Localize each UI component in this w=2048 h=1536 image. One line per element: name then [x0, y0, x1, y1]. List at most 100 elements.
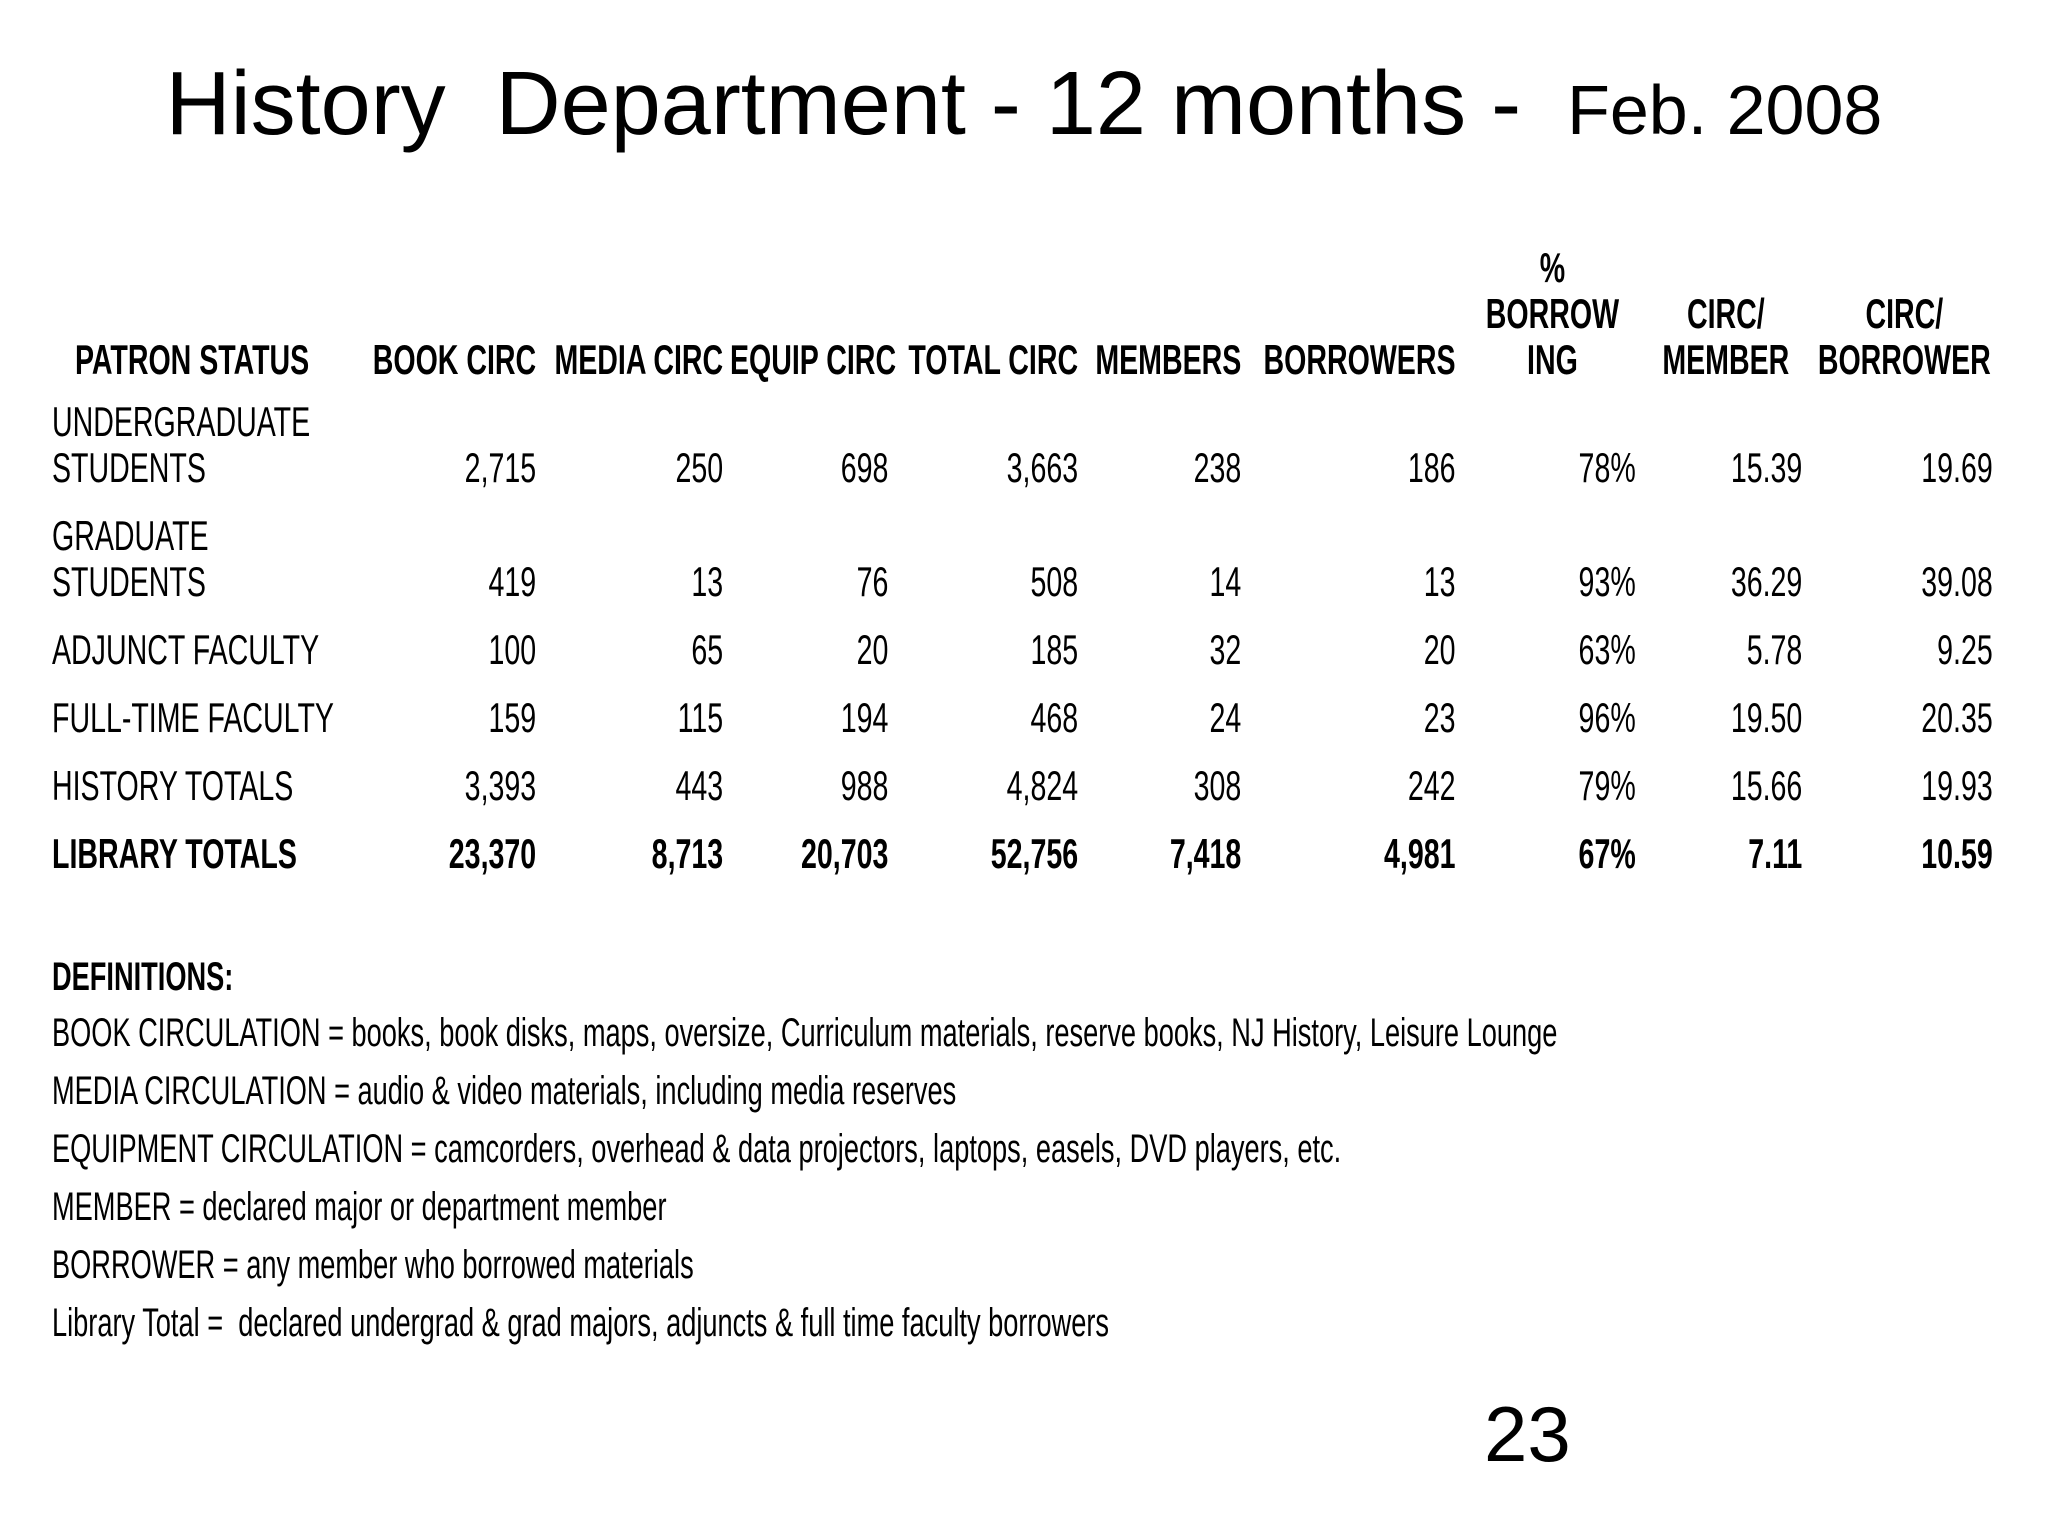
label-line: ADJUNCT FACULTY — [52, 626, 320, 673]
header-line: TOTAL CIRC — [908, 336, 1079, 383]
cell-borrowers: 186 — [1407, 444, 1456, 491]
label-line: STUDENTS — [52, 558, 206, 605]
header-line: CIRC/ — [1686, 290, 1765, 337]
header-pct-borrowing: % BORROW ING — [1462, 245, 1642, 383]
definition-member: MEMBER = declared major or department me… — [52, 1185, 667, 1229]
cell-borrowers: 20 — [1423, 626, 1456, 673]
cell-members: 24 — [1209, 694, 1242, 741]
cell-circ-per-member: 5.78 — [1746, 626, 1803, 673]
slide-title-main: History Department - 12 months - — [165, 54, 1522, 154]
table-row-fulltime-faculty: FULL-TIME FACULTY 159 115 194 468 24 23 … — [52, 695, 2000, 741]
row-label: GRADUATE STUDENTS — [52, 513, 332, 605]
header-book-circ: BOOK CIRC — [332, 337, 543, 383]
cell-circ-per-borrower: 20.35 — [1921, 694, 1993, 741]
cell-borrowers: 242 — [1407, 762, 1456, 809]
cell-members: 14 — [1209, 558, 1242, 605]
cell-pct-borrowing: 78% — [1578, 444, 1636, 491]
table-row-graduate: GRADUATE STUDENTS 419 13 76 508 14 13 93%… — [52, 513, 2000, 605]
cell-book-circ: 2,715 — [464, 444, 537, 491]
row-label: HISTORY TOTALS — [52, 763, 332, 809]
slide-title-date: Feb. 2008 — [1567, 71, 1883, 149]
definition-borrower: BORROWER = any member who borrowed mater… — [52, 1243, 694, 1287]
cell-circ-per-member: 15.39 — [1730, 444, 1803, 491]
cell-circ-per-borrower: 19.93 — [1921, 762, 1993, 809]
header-media-circ: MEDIA CIRC — [543, 337, 730, 383]
cell-equip-circ: 698 — [840, 444, 889, 491]
cell-circ-per-borrower: 39.08 — [1921, 558, 1993, 605]
cell-media-circ: 115 — [677, 694, 724, 741]
cell-circ-per-borrower: 10.59 — [1921, 830, 1993, 877]
cell-book-circ: 419 — [488, 558, 537, 605]
header-members: MEMBERS — [1085, 337, 1248, 383]
header-line: % — [1539, 244, 1566, 291]
header-line: MEMBERS — [1095, 336, 1242, 383]
cell-circ-per-borrower: 9.25 — [1937, 626, 1993, 673]
cell-media-circ: 8,713 — [651, 830, 724, 877]
header-line: PATRON STATUS — [74, 336, 310, 383]
header-line: MEMBER — [1662, 336, 1790, 383]
definition-equipment-circulation: EQUIPMENT CIRCULATION = camcorders, over… — [52, 1127, 1342, 1171]
label-line: LIBRARY TOTALS — [52, 830, 297, 877]
table-row-history-totals: HISTORY TOTALS 3,393 443 988 4,824 308 2… — [52, 763, 2000, 809]
cell-pct-borrowing: 63% — [1578, 626, 1636, 673]
cell-circ-per-borrower: 19.69 — [1921, 444, 1993, 491]
definition-library-total: Library Total = declared undergrad & gra… — [52, 1301, 1110, 1345]
header-line: ING — [1527, 336, 1578, 383]
header-line: MEDIA CIRC — [554, 336, 724, 383]
cell-total-circ: 52,756 — [990, 830, 1079, 877]
cell-circ-per-member: 19.50 — [1730, 694, 1803, 741]
row-label: LIBRARY TOTALS — [52, 831, 332, 877]
definitions-section: DEFINITIONS: BOOK CIRCULATION = books, b… — [52, 955, 2004, 1359]
cell-media-circ: 65 — [691, 626, 724, 673]
cell-borrowers: 4,981 — [1384, 830, 1456, 877]
table-row-adjunct-faculty: ADJUNCT FACULTY 100 65 20 185 32 20 63% … — [52, 627, 2000, 673]
definition-media-circulation: MEDIA CIRCULATION = audio & video materi… — [52, 1069, 957, 1113]
cell-members: 238 — [1193, 444, 1242, 491]
cell-members: 7,418 — [1169, 830, 1242, 877]
row-label: ADJUNCT FACULTY — [52, 627, 332, 673]
row-label: UNDERGRADUATE STUDENTS — [52, 399, 332, 491]
header-circ-per-borrower: CIRC/BORROWER — [1809, 291, 1999, 383]
cell-total-circ: 4,824 — [1006, 762, 1079, 809]
cell-pct-borrowing: 93% — [1578, 558, 1636, 605]
table-row-undergraduate: UNDERGRADUATE STUDENTS 2,715 250 698 3,66… — [52, 399, 2000, 491]
header-line: BORROW — [1485, 290, 1620, 337]
cell-equip-circ: 76 — [856, 558, 889, 605]
header-borrowers: BORROWERS — [1248, 337, 1462, 383]
header-line: BORROWER — [1817, 336, 1991, 383]
label-line: GRADUATE — [52, 512, 209, 559]
cell-pct-borrowing: 79% — [1578, 762, 1636, 809]
cell-equip-circ: 988 — [840, 762, 889, 809]
cell-pct-borrowing: 96% — [1578, 694, 1636, 741]
header-total-circ: TOTAL CIRC — [895, 337, 1085, 383]
cell-total-circ: 468 — [1030, 694, 1079, 741]
circulation-table: PATRON STATUS BOOK CIRC MEDIA CIRC EQUIP… — [52, 245, 2000, 877]
cell-circ-per-member: 7.11 — [1748, 830, 1803, 877]
cell-book-circ: 159 — [488, 694, 537, 741]
cell-members: 32 — [1209, 626, 1242, 673]
header-line: EQUIP CIRC — [729, 336, 897, 383]
cell-equip-circ: 20 — [856, 626, 889, 673]
cell-circ-per-member: 36.29 — [1730, 558, 1803, 605]
cell-borrowers: 13 — [1423, 558, 1456, 605]
label-line: HISTORY TOTALS — [52, 762, 294, 809]
header-line: BORROWERS — [1263, 336, 1456, 383]
cell-equip-circ: 20,703 — [801, 830, 889, 877]
cell-total-circ: 3,663 — [1006, 444, 1079, 491]
cell-members: 308 — [1193, 762, 1242, 809]
label-line: FULL-TIME FACULTY — [52, 694, 334, 741]
header-circ-per-member: CIRC/MEMBER — [1643, 291, 1810, 383]
cell-pct-borrowing: 67% — [1578, 830, 1636, 877]
header-line: CIRC/ — [1865, 290, 1944, 337]
cell-book-circ: 3,393 — [464, 762, 537, 809]
header-patron-status: PATRON STATUS — [52, 337, 332, 383]
cell-circ-per-member: 15.66 — [1730, 762, 1803, 809]
label-line: STUDENTS — [52, 444, 206, 491]
cell-borrowers: 23 — [1423, 694, 1456, 741]
cell-total-circ: 508 — [1030, 558, 1079, 605]
cell-book-circ: 100 — [488, 626, 537, 673]
table-row-library-totals: LIBRARY TOTALS 23,370 8,713 20,703 52,75… — [52, 831, 2000, 877]
header-equip-circ: EQUIP CIRC — [729, 336, 897, 383]
cell-media-circ: 13 — [691, 558, 724, 605]
label-line: UNDERGRADUATE — [52, 398, 311, 445]
